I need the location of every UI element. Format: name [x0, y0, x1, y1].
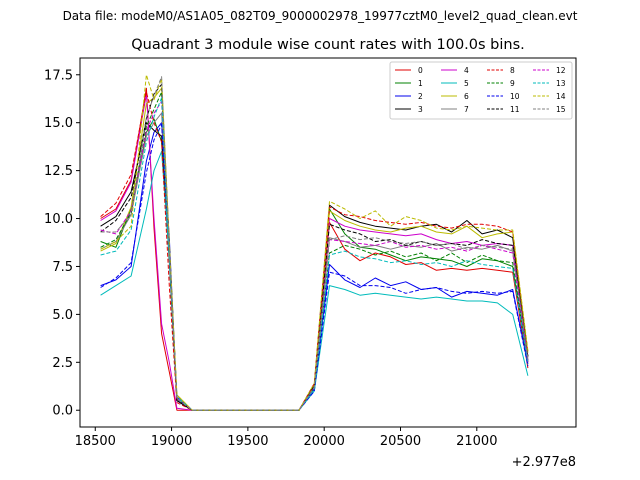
chart-title: Quadrant 3 module wise count rates with … [131, 37, 525, 53]
legend-label-15: 15 [556, 105, 566, 114]
x-tick-label-19500: 19500 [227, 434, 268, 449]
series-line-13 [100, 97, 529, 411]
y-tick-label-0: 0.0 [52, 404, 73, 419]
y-tick-label-5: 5.0 [52, 308, 73, 323]
legend-label-6: 6 [464, 92, 469, 101]
series-line-14 [100, 74, 529, 411]
plot-frame [79, 57, 577, 428]
x-tick-label-21000: 21000 [456, 434, 497, 449]
x-tick-label-20500: 20500 [380, 434, 421, 449]
legend-label-4: 4 [464, 66, 469, 75]
series-line-11 [100, 83, 529, 411]
legend-label-11: 11 [510, 105, 520, 114]
series-layer [100, 74, 529, 411]
x-tick-label-19000: 19000 [151, 434, 192, 449]
series-line-8 [100, 91, 529, 411]
legend-label-1: 1 [418, 79, 423, 88]
y-tick-label-2.5: 2.5 [52, 356, 73, 371]
legend-frame [389, 61, 573, 120]
legend-label-14: 14 [556, 92, 566, 101]
legend-label-12: 12 [556, 66, 566, 75]
axes-layer: 18500 19000 19500 20000 20500 21000 0.0 2.5 5.0 7… [44, 57, 577, 449]
legend-label-9: 9 [510, 79, 515, 88]
series-line-15 [100, 76, 529, 411]
x-axis-offset-label: +2.977e8 [512, 455, 576, 470]
y-tick-label-7.5: 7.5 [52, 260, 73, 275]
legend-label-8: 8 [510, 66, 515, 75]
series-line-10 [100, 124, 529, 411]
data-file-label: Data file: modeM0/AS1A05_082T09_90000029… [63, 9, 578, 23]
legend-label-10: 10 [510, 92, 520, 101]
x-tick-label-20000: 20000 [304, 434, 345, 449]
y-tick-label-10: 10.0 [44, 212, 73, 227]
legend-label-13: 13 [556, 79, 566, 88]
legend-label-3: 3 [418, 105, 423, 114]
legend-label-0: 0 [418, 66, 423, 75]
y-tick-label-17.5: 17.5 [44, 68, 73, 83]
y-tick-label-15: 15.0 [44, 116, 73, 131]
x-tick-label-18500: 18500 [75, 434, 116, 449]
legend-label-2: 2 [418, 92, 423, 101]
legend-label-5: 5 [464, 79, 469, 88]
series-line-5 [100, 150, 529, 411]
legend-label-7: 7 [464, 105, 469, 114]
y-tick-label-12.5: 12.5 [44, 164, 73, 179]
